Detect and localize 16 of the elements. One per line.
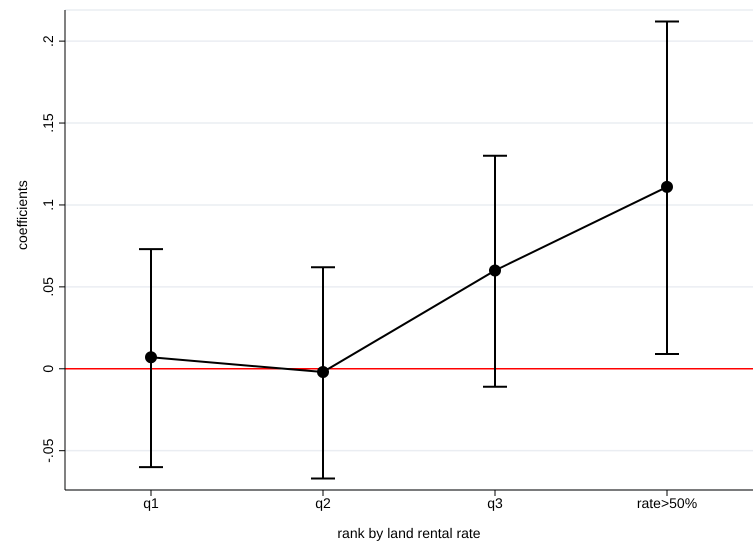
- y-tick-label: .05: [40, 276, 56, 297]
- y-tick-label: 0: [40, 364, 56, 373]
- x-tick-label: q1: [143, 494, 159, 511]
- point: [661, 180, 673, 193]
- y-tick-label: .2: [40, 35, 56, 47]
- y-axis-title: coefficients: [14, 180, 30, 250]
- y-tick-label: .15: [40, 113, 56, 133]
- x-axis-title: rank by land rental rate: [337, 525, 481, 541]
- point: [317, 366, 329, 378]
- point: [489, 264, 501, 276]
- point: [145, 351, 157, 364]
- x-tick-label: q2: [315, 494, 331, 511]
- y-tick-label: .1: [40, 198, 56, 211]
- y-tick-label: -.05: [40, 438, 56, 463]
- x-tick-label: q3: [487, 494, 503, 511]
- x-tick-label: rate>50%: [636, 494, 698, 511]
